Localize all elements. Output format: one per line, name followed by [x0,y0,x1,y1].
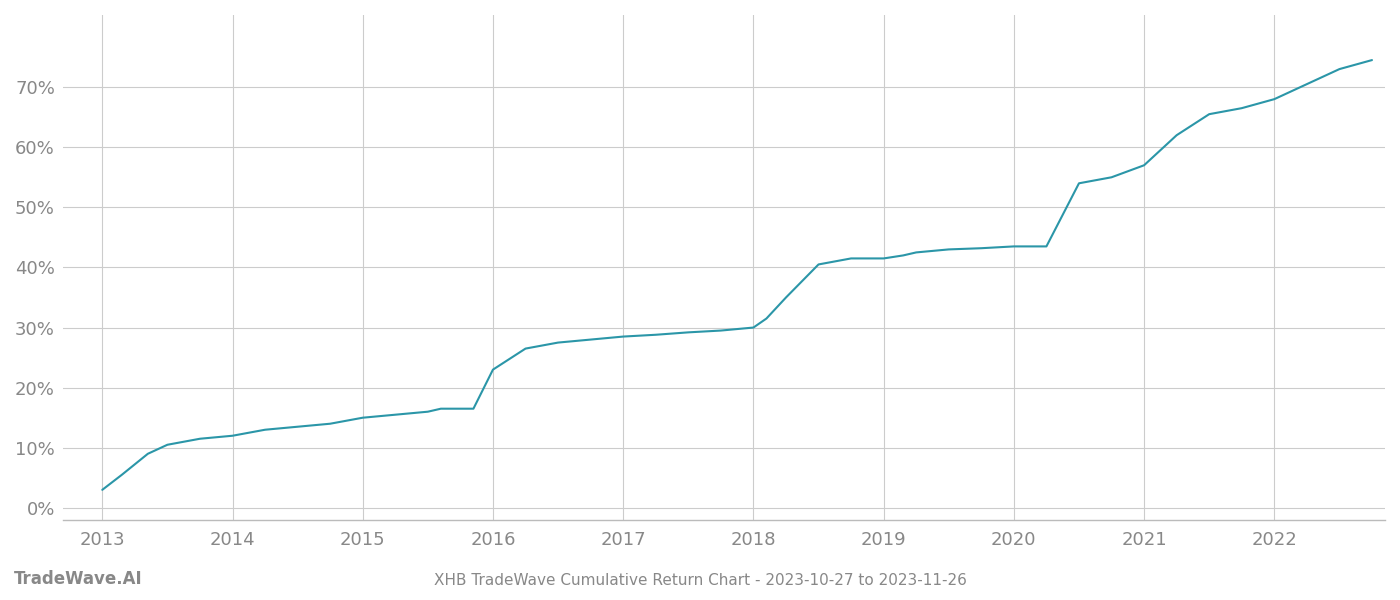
Text: XHB TradeWave Cumulative Return Chart - 2023-10-27 to 2023-11-26: XHB TradeWave Cumulative Return Chart - … [434,573,966,588]
Text: TradeWave.AI: TradeWave.AI [14,570,143,588]
